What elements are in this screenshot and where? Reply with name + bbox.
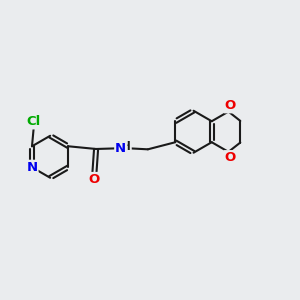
Text: O: O bbox=[89, 173, 100, 186]
Text: H: H bbox=[121, 140, 131, 153]
Text: O: O bbox=[224, 99, 236, 112]
Text: N: N bbox=[115, 142, 126, 155]
Text: Cl: Cl bbox=[27, 116, 41, 128]
Text: N: N bbox=[26, 161, 38, 174]
Text: O: O bbox=[224, 151, 236, 164]
